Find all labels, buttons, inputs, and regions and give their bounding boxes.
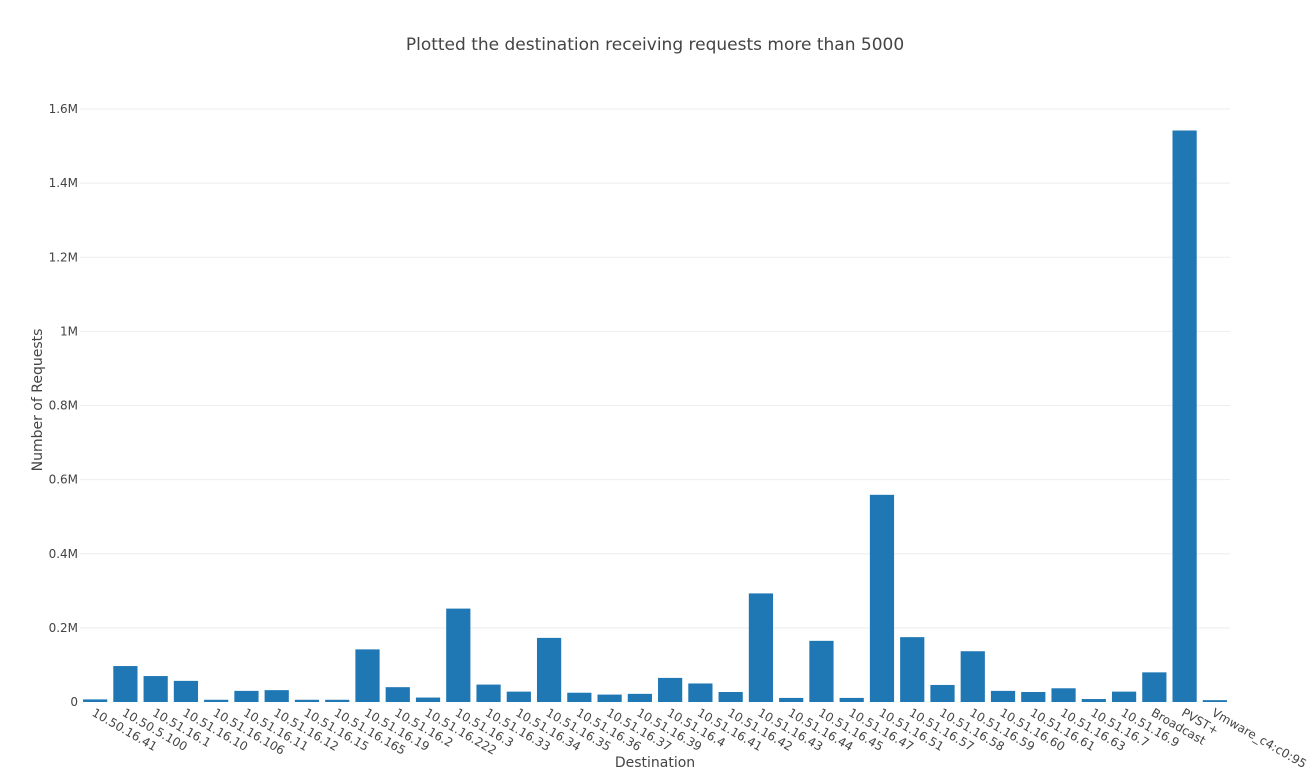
bar: [415, 697, 441, 702]
bar: [143, 676, 168, 702]
y-tick-label: 1M: [60, 324, 78, 338]
bar: [567, 692, 592, 702]
bar: [234, 690, 259, 702]
y-tick-label: 1.6M: [49, 102, 78, 116]
chart-title: Plotted the destination receiving reques…: [406, 35, 904, 55]
bar: [1111, 691, 1137, 702]
y-axis-title: Number of Requests: [30, 329, 46, 472]
bar: [506, 691, 531, 702]
bar: [688, 683, 713, 702]
y-tick-label: 1.4M: [49, 176, 78, 190]
bar: [536, 637, 562, 702]
y-tick-label: 0.4M: [49, 547, 78, 561]
bar: [900, 637, 925, 702]
bar: [930, 684, 955, 702]
bar: [1081, 699, 1106, 702]
y-tick-label: 1.2M: [49, 250, 78, 264]
bar: [990, 690, 1016, 702]
y-axis-ticks: 0 0.2M 0.4M 0.6M 0.8M 1M 1.2M 1.4M 1.6M: [49, 102, 78, 709]
y-tick-label: 0.2M: [49, 621, 78, 635]
bar: [173, 680, 199, 702]
bar: [658, 677, 683, 702]
x-tick-label: Vmware_c4:c0:95: [1209, 705, 1309, 771]
bar: [627, 693, 652, 702]
bar: [355, 649, 380, 702]
y-tick-label: 0.6M: [49, 473, 78, 487]
bar: [476, 684, 501, 702]
bar: [960, 651, 985, 702]
bar: [294, 699, 320, 702]
bar: [1021, 691, 1046, 702]
bar: [1142, 672, 1167, 702]
bar: [83, 699, 108, 702]
bar: [385, 687, 410, 702]
bar: [204, 699, 229, 702]
y-tick-label: 0.8M: [49, 399, 78, 413]
bar: [446, 608, 471, 702]
bars: [83, 130, 1227, 703]
bar: [113, 666, 138, 702]
bar: [748, 593, 774, 702]
bar: [809, 640, 834, 702]
bar: [779, 697, 804, 702]
bar: [1202, 700, 1227, 702]
bar: [597, 694, 622, 702]
bar: [1051, 688, 1076, 702]
gridlines: [80, 108, 1230, 629]
y-tick-label: 0: [70, 695, 78, 709]
bar: [869, 494, 895, 702]
bar: [264, 690, 289, 702]
bar: [325, 699, 350, 702]
bar: [1172, 130, 1197, 703]
bar: [839, 697, 864, 702]
x-axis-ticks: 10.50.16.4110.50.5.10010.51.16.110.51.16…: [90, 705, 1309, 771]
bar: [718, 691, 743, 702]
x-axis-title: Destination: [615, 755, 695, 771]
